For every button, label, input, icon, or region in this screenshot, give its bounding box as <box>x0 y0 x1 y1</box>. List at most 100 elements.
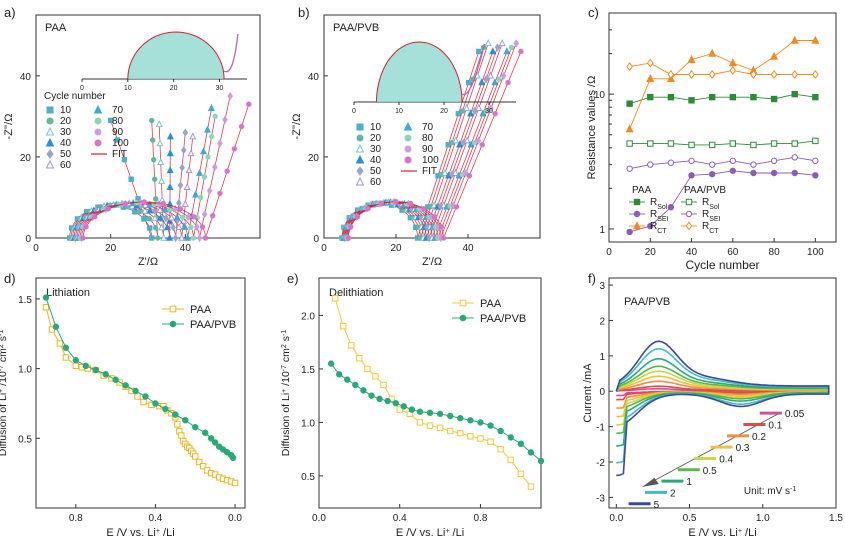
y-tick-label: -2 <box>596 458 605 469</box>
x-tick-label: 0 <box>33 243 39 254</box>
data-point <box>647 161 654 168</box>
data-point <box>380 381 387 389</box>
data-point <box>729 157 737 165</box>
data-point <box>72 357 80 364</box>
label-part: R <box>702 209 709 220</box>
resistance-plot: 0 20 40 60 80 100 1 10 Cycle number Resistance va… <box>586 12 837 272</box>
series-line <box>629 40 816 130</box>
plot-title: PAA <box>45 22 67 34</box>
data-point <box>327 360 335 367</box>
x-axis-label: Z'/Ω <box>422 256 442 268</box>
data-point <box>438 224 444 230</box>
x-tick-label: 100 <box>807 247 824 258</box>
data-point <box>199 224 206 230</box>
data-point <box>446 412 454 420</box>
data-point <box>166 233 174 241</box>
label-part: Sol <box>657 204 668 211</box>
cv-curve <box>615 340 830 477</box>
data-point <box>484 39 492 47</box>
y-tick-label: 2 <box>599 316 605 327</box>
data-point <box>365 205 371 212</box>
data-point <box>812 157 819 165</box>
data-point <box>193 222 200 232</box>
label-part: + <box>445 528 449 535</box>
data-point <box>132 209 138 215</box>
series-line <box>334 298 532 487</box>
label-part: E /V vs. Li <box>688 527 738 539</box>
data-point <box>153 196 159 202</box>
data-point <box>201 174 208 180</box>
inset-tail <box>223 33 239 73</box>
data-point <box>142 393 149 400</box>
data-point <box>441 168 449 176</box>
data-point <box>484 108 490 114</box>
data-point <box>105 206 111 212</box>
data-point <box>360 387 367 394</box>
legend-marker <box>685 198 693 206</box>
legend-marker <box>46 149 54 159</box>
y-axis-label: -Z''/Ω <box>3 114 15 140</box>
data-point <box>431 213 438 220</box>
inset-tick-label: 30 <box>216 85 224 92</box>
data-point <box>217 139 223 148</box>
data-point <box>477 435 484 442</box>
inset-tick-label: 20 <box>170 85 178 92</box>
data-point <box>180 214 186 220</box>
label-part: R <box>702 221 709 232</box>
data-point <box>141 199 147 205</box>
data-point <box>185 212 192 222</box>
data-point <box>471 140 478 146</box>
y-axis-label: -Z''/Ω <box>291 114 303 140</box>
data-point <box>626 165 633 172</box>
data-point <box>102 370 109 378</box>
data-point <box>475 136 482 145</box>
legend-marker <box>45 137 55 147</box>
data-point <box>198 194 204 201</box>
plot-title: PAA/PVB <box>624 296 670 308</box>
data-point <box>537 457 545 465</box>
data-point <box>345 235 352 241</box>
inset-fill <box>127 32 225 79</box>
data-point <box>483 75 489 84</box>
data-point <box>476 48 482 55</box>
legend-marker <box>46 106 54 114</box>
data-point <box>708 48 717 57</box>
data-point <box>467 140 475 148</box>
data-point <box>384 397 391 405</box>
data-point <box>92 366 99 374</box>
data-point <box>729 93 737 101</box>
label-part: + <box>738 528 742 535</box>
data-point <box>477 419 484 426</box>
data-point <box>625 124 634 133</box>
data-point <box>750 161 757 168</box>
data-point <box>146 206 154 214</box>
inset-tick-label: 0 <box>80 85 84 92</box>
legend-marker <box>459 314 467 322</box>
data-point <box>452 136 460 144</box>
scan-rate-label: 0.4 <box>719 454 733 465</box>
data-point <box>229 454 237 462</box>
y-tick-label: 1.5 <box>18 295 32 306</box>
data-point <box>416 419 424 426</box>
legend-marker <box>404 145 412 153</box>
data-point <box>201 429 209 436</box>
label-part: -7 <box>0 365 5 371</box>
data-point <box>149 117 155 124</box>
data-point <box>224 168 230 174</box>
x-tick-label: 0.5 <box>683 513 697 524</box>
panel-label: a) <box>4 5 16 20</box>
data-point <box>376 395 383 403</box>
data-point <box>122 382 129 389</box>
x-tick-label: 20 <box>645 247 657 258</box>
series-line <box>629 62 816 75</box>
data-point <box>489 47 497 55</box>
data-point <box>667 69 675 80</box>
data-point <box>146 215 153 222</box>
y-tick-label: 20 <box>20 153 32 164</box>
legend-label: 60 <box>60 160 72 171</box>
label-part: s <box>0 336 9 344</box>
data-point <box>503 47 511 55</box>
label-part: -7 <box>281 365 288 371</box>
label-part: /10 <box>0 371 9 389</box>
label-part: R <box>650 221 657 232</box>
